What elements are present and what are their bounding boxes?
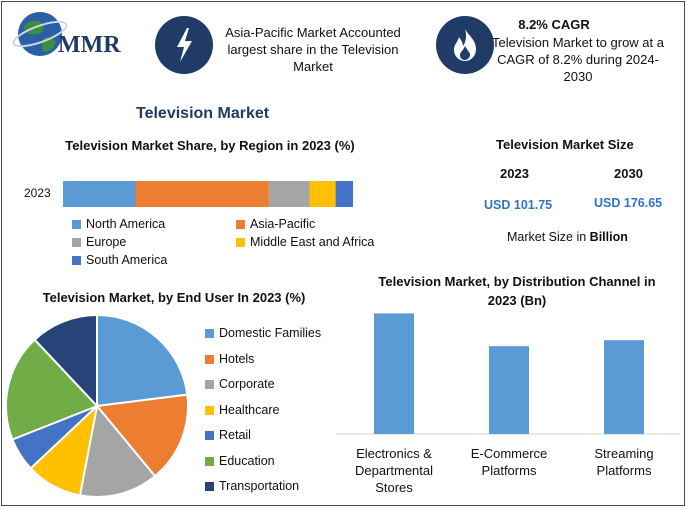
legend-label: Corporate [219, 377, 275, 391]
region-year-label: 2023 [24, 186, 51, 200]
lightning-badge [155, 16, 213, 74]
lightning-icon [177, 28, 192, 62]
region-stacked-bar [63, 181, 353, 207]
legend-label: Education [219, 453, 275, 468]
region-segment-middle-east-and-africa [309, 181, 336, 207]
enduser-legend-item-transportation: Transportation [205, 479, 299, 493]
pie-slice-hotels [95, 393, 189, 478]
pie-slice-corporate [78, 403, 157, 498]
pie-slice-transportation [33, 313, 98, 409]
legend-swatch [236, 238, 245, 248]
flame-badge [436, 16, 494, 74]
flame-icon [454, 29, 476, 61]
card2-title: 8.2% CAGR [518, 17, 590, 32]
region-segment-europe [268, 181, 310, 207]
enduser-legend-item-healthcare: Healthcare [205, 403, 279, 417]
legend-swatch [72, 238, 81, 248]
region-legend-item-north-america: North America [72, 217, 165, 231]
size-note-prefix: Market Size in [507, 230, 590, 244]
main-title: Television Market [136, 105, 270, 122]
enduser-legend-item-education: Education [205, 454, 275, 468]
pie-slice-domestic-families [96, 313, 189, 408]
enduser-pie-chart [5, 313, 189, 498]
legend-swatch [72, 220, 81, 230]
value-2030: USD 176.65 [594, 196, 663, 210]
logo-text: MMR [58, 32, 121, 58]
legend-label: Asia-Pacific [250, 217, 316, 231]
legend-label: Hotels [219, 351, 255, 366]
legend-swatch [205, 329, 214, 339]
region-legend-item-south-america: South America [72, 253, 167, 267]
distribution-bar-chart: Electronics & Departmental Stores E-Commerc… [336, 313, 680, 495]
x-tick-label-electronics-and-departmental-stores: Electronics & Departmental Stores [355, 446, 433, 495]
bar-e-commerce-platforms [489, 346, 529, 434]
globe-icon [12, 12, 68, 56]
value-2023: USD 101.75 [484, 198, 553, 212]
logo: MMR [10, 8, 140, 60]
year-2023: 2023 [500, 166, 529, 181]
legend-swatch [205, 431, 214, 441]
legend-label: Domestic Families [219, 326, 322, 340]
region-legend-item-asia-pacific: Asia-Pacific [236, 217, 315, 231]
region-segment-south-america [335, 181, 353, 207]
size-title: Television Market Size [496, 137, 634, 152]
size-note: Market Size in Billion [507, 230, 628, 244]
legend-label: Transportation [219, 479, 300, 493]
distribution-chart-title: Television Market, by Distribution Chann… [378, 274, 656, 308]
x-tick-label-e-commerce-platforms: E-Commerce Platforms [471, 446, 548, 478]
bar-streaming-platforms [604, 340, 644, 434]
enduser-legend-item-hotels: Hotels [205, 352, 254, 366]
card2-text: Television Market to grow at a CAGR of 8… [492, 35, 664, 84]
region-segment-asia-pacific [135, 181, 269, 207]
bar-electronics-and-departmental-stores [374, 313, 414, 434]
legend-label: North America [86, 217, 166, 231]
size-note-unit: Billion [589, 230, 628, 244]
year-2030: 2030 [614, 166, 643, 181]
legend-label: Retail [219, 428, 251, 442]
legend-swatch [205, 405, 214, 415]
legend-label: Europe [86, 235, 127, 249]
legend-swatch [236, 220, 245, 230]
enduser-legend-item-retail: Retail [205, 428, 251, 442]
enduser-chart-title: Television Market, by End User In 2023 (… [42, 290, 306, 305]
legend-label: Middle East and Africa [250, 235, 375, 249]
legend-label: Healthcare [219, 402, 280, 417]
region-legend-item-europe: Europe [72, 235, 126, 249]
region-legend-item-middle-east-and-africa: Middle East and Africa [236, 235, 374, 249]
region-segment-north-america [63, 181, 136, 207]
card1-text: Asia-Pacific Market Accounted largest sh… [225, 25, 401, 74]
legend-label: South America [86, 253, 168, 267]
legend-swatch [205, 354, 214, 364]
pie-slice-education [5, 338, 99, 441]
region-chart-title: Television Market Share, by Region in 20… [65, 138, 355, 153]
legend-swatch [72, 256, 81, 266]
legend-swatch [205, 456, 214, 466]
enduser-legend-item-domestic-families: Domestic Families [205, 326, 321, 340]
legend-swatch [205, 380, 214, 390]
legend-swatch [205, 482, 214, 492]
enduser-legend-item-corporate: Corporate [205, 377, 275, 391]
x-tick-label-streaming-platforms: Streaming Platforms [594, 446, 653, 478]
